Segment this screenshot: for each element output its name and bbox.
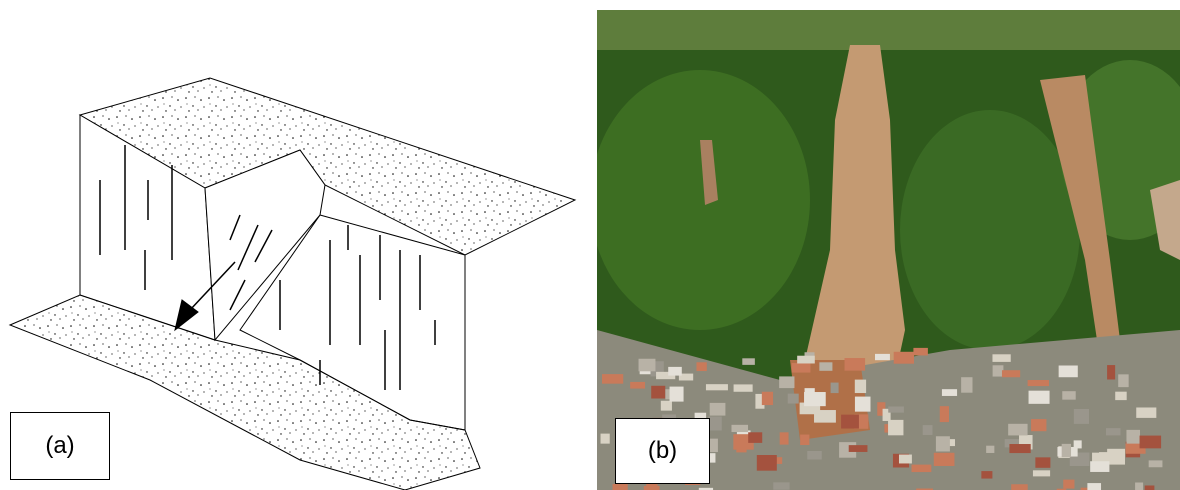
house	[651, 386, 665, 399]
house	[831, 383, 839, 394]
house	[1028, 380, 1049, 386]
house	[1002, 370, 1020, 377]
house	[639, 359, 656, 372]
house	[1118, 374, 1128, 387]
house	[888, 420, 903, 435]
house	[1009, 444, 1030, 453]
house	[1063, 480, 1074, 489]
house	[899, 455, 912, 464]
house	[942, 389, 957, 396]
house	[804, 392, 826, 406]
house	[1074, 409, 1089, 424]
house	[993, 365, 1004, 376]
house	[1115, 392, 1126, 400]
house	[696, 362, 706, 371]
house	[748, 432, 762, 443]
house	[981, 471, 992, 478]
house	[1107, 365, 1115, 379]
house	[1029, 391, 1050, 404]
house	[936, 436, 950, 451]
house	[923, 425, 933, 435]
house	[1059, 366, 1078, 378]
house	[762, 392, 773, 405]
house	[912, 465, 932, 472]
house	[1008, 424, 1027, 436]
house	[788, 394, 799, 404]
house	[800, 435, 809, 445]
house	[757, 455, 777, 471]
house	[940, 406, 949, 422]
house	[792, 363, 811, 373]
house	[630, 382, 645, 389]
house	[742, 358, 755, 365]
house	[613, 484, 628, 490]
house	[602, 374, 623, 384]
house	[731, 425, 748, 432]
house	[1135, 482, 1143, 490]
house	[1090, 461, 1109, 472]
house	[961, 377, 972, 392]
house	[807, 451, 822, 460]
house	[855, 380, 866, 393]
house	[1149, 460, 1163, 467]
house	[1140, 436, 1162, 449]
house	[1145, 485, 1155, 490]
house	[1074, 440, 1082, 448]
house	[1106, 428, 1121, 435]
house	[773, 482, 789, 489]
house	[708, 416, 722, 430]
house	[734, 384, 753, 391]
house	[1126, 430, 1140, 444]
house	[1011, 484, 1028, 490]
panel-label: (a)	[10, 412, 110, 480]
house	[855, 397, 871, 412]
house	[668, 367, 682, 376]
house	[841, 415, 859, 429]
house	[1087, 483, 1101, 490]
house	[710, 403, 726, 416]
house	[992, 354, 1010, 362]
house	[819, 362, 832, 371]
figure: (a) (b)	[0, 0, 1180, 490]
house	[1062, 391, 1075, 399]
house	[644, 486, 660, 490]
house	[1031, 419, 1046, 431]
house	[670, 387, 684, 402]
house	[661, 401, 672, 411]
house	[1062, 444, 1071, 457]
house	[894, 352, 914, 364]
house	[934, 453, 955, 466]
house	[849, 445, 868, 452]
house	[1107, 449, 1125, 465]
figure-art	[0, 0, 1180, 490]
house	[779, 376, 794, 388]
house	[845, 358, 866, 371]
house	[780, 432, 789, 444]
house	[601, 434, 610, 444]
house	[706, 384, 728, 390]
house	[875, 354, 890, 360]
house	[986, 446, 994, 453]
panel-label: (b)	[615, 418, 710, 484]
house	[797, 356, 815, 364]
house	[1136, 407, 1156, 417]
house	[1035, 457, 1050, 467]
house	[913, 348, 927, 356]
house	[1033, 470, 1050, 476]
house	[888, 406, 904, 412]
